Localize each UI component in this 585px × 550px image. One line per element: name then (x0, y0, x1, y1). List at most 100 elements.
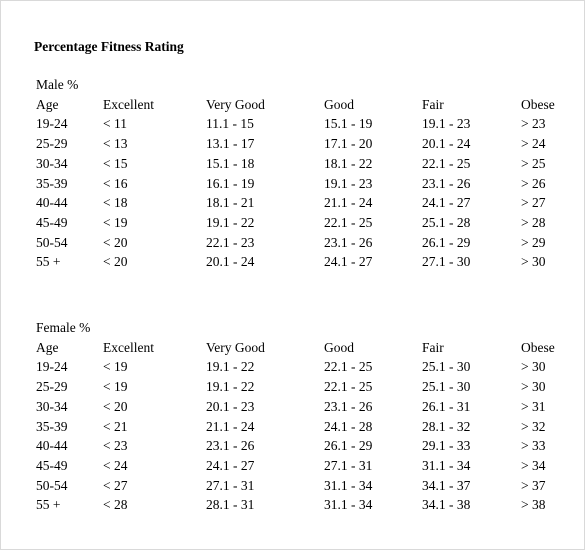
age-cell: 35-39 (36, 418, 68, 434)
table-row: 50-54 < 20 22.1 - 23 23.1 - 26 26.1 - 29 > 29 (1, 234, 585, 254)
rating-cell: 31.1 - 34 (324, 477, 373, 493)
table-row: 40-44 < 18 18.1 - 21 21.1 - 24 24.1 - 27 > 27 (1, 194, 585, 214)
rating-cell: 23.1 - 26 (422, 175, 471, 191)
rating-cell: 21.1 - 24 (206, 418, 255, 434)
rating-cell: > 29 (521, 234, 546, 250)
rating-cell: < 23 (103, 438, 128, 454)
rating-cell: 19.1 - 22 (206, 359, 255, 375)
rating-cell: 18.1 - 21 (206, 195, 255, 211)
column-header: Fair (422, 339, 444, 355)
rating-cell: 27.1 - 31 (206, 477, 255, 493)
rating-cell: 20.1 - 24 (422, 136, 471, 152)
age-cell: 25-29 (36, 136, 68, 152)
rating-cell: 25.1 - 30 (422, 359, 471, 375)
rating-cell: 20.1 - 24 (206, 254, 255, 270)
rating-cell: > 27 (521, 195, 546, 211)
column-header: Age (36, 96, 59, 112)
rating-cell: 28.1 - 31 (206, 497, 255, 513)
male-header-row: Age Excellent Very Good Good Fair Obese (1, 96, 585, 116)
rating-cell: 21.1 - 24 (324, 195, 373, 211)
table-row: 25-29 < 19 19.1 - 22 22.1 - 25 25.1 - 30 > 30 (1, 378, 585, 398)
rating-cell: 29.1 - 33 (422, 438, 471, 454)
column-header: Excellent (103, 96, 154, 112)
rating-cell: < 20 (103, 398, 128, 414)
column-header: Fair (422, 96, 444, 112)
rating-cell: 25.1 - 30 (422, 379, 471, 395)
rating-cell: 15.1 - 18 (206, 155, 255, 171)
rating-cell: 24.1 - 27 (422, 195, 471, 211)
rating-cell: < 15 (103, 155, 128, 171)
rating-cell: < 24 (103, 457, 128, 473)
age-cell: 40-44 (36, 438, 68, 454)
rating-cell: 22.1 - 25 (324, 379, 373, 395)
rating-cell: > 32 (521, 418, 546, 434)
rating-cell: 11.1 - 15 (206, 116, 254, 132)
age-cell: 19-24 (36, 116, 68, 132)
rating-cell: 31.1 - 34 (324, 497, 373, 513)
female-section-label: Female % (36, 320, 91, 335)
rating-cell: 25.1 - 28 (422, 214, 471, 230)
rating-cell: > 38 (521, 497, 546, 513)
rating-cell: < 18 (103, 195, 128, 211)
rating-cell: < 27 (103, 477, 128, 493)
table-row: 30-34 < 15 15.1 - 18 18.1 - 22 22.1 - 25 > 25 (1, 155, 585, 175)
rating-cell: 34.1 - 37 (422, 477, 471, 493)
table-row: 55 + < 20 20.1 - 24 24.1 - 27 27.1 - 30 > 30 (1, 253, 585, 273)
column-header: Good (324, 96, 354, 112)
rating-cell: 19.1 - 23 (324, 175, 373, 191)
rating-cell: > 26 (521, 175, 546, 191)
age-cell: 50-54 (36, 234, 68, 250)
table-row: 30-34 < 20 20.1 - 23 23.1 - 26 26.1 - 31 > 31 (1, 398, 585, 418)
rating-cell: > 34 (521, 457, 546, 473)
rating-cell: < 21 (103, 418, 128, 434)
rating-cell: < 20 (103, 234, 128, 250)
column-header: Obese (521, 96, 555, 112)
rating-cell: 17.1 - 20 (324, 136, 373, 152)
rating-cell: 19.1 - 23 (422, 116, 471, 132)
table-row: 40-44 < 23 23.1 - 26 26.1 - 29 29.1 - 33 > 33 (1, 437, 585, 457)
rating-cell: < 28 (103, 497, 128, 513)
rating-cell: 16.1 - 19 (206, 175, 255, 191)
rating-cell: > 30 (521, 254, 546, 270)
rating-cell: 24.1 - 27 (206, 457, 255, 473)
rating-cell: > 33 (521, 438, 546, 454)
rating-cell: > 28 (521, 214, 546, 230)
rating-cell: 23.1 - 26 (206, 438, 255, 454)
table-row: 50-54 < 27 27.1 - 31 31.1 - 34 34.1 - 37 > 37 (1, 477, 585, 497)
rating-cell: > 30 (521, 359, 546, 375)
rating-cell: 22.1 - 25 (324, 214, 373, 230)
rating-cell: < 19 (103, 214, 128, 230)
rating-cell: 22.1 - 25 (324, 359, 373, 375)
rating-cell: 34.1 - 38 (422, 497, 471, 513)
column-header: Age (36, 339, 59, 355)
column-header: Very Good (206, 339, 265, 355)
rating-cell: 22.1 - 25 (422, 155, 471, 171)
rating-cell: > 31 (521, 398, 546, 414)
rating-cell: 26.1 - 31 (422, 398, 471, 414)
rating-cell: 19.1 - 22 (206, 214, 255, 230)
rating-cell: < 19 (103, 379, 128, 395)
column-header: Excellent (103, 339, 154, 355)
rating-cell: < 20 (103, 254, 128, 270)
column-header: Obese (521, 339, 555, 355)
rating-cell: 20.1 - 23 (206, 398, 255, 414)
rating-cell: < 11 (103, 116, 127, 132)
age-cell: 35-39 (36, 175, 68, 191)
rating-cell: 24.1 - 28 (324, 418, 373, 434)
column-header: Good (324, 339, 354, 355)
age-cell: 55 + (36, 254, 61, 270)
rating-cell: 23.1 - 26 (324, 234, 373, 250)
rating-cell: > 30 (521, 379, 546, 395)
table-row: 45-49 < 24 24.1 - 27 27.1 - 31 31.1 - 34 > 34 (1, 457, 585, 477)
rating-cell: > 37 (521, 477, 546, 493)
rating-cell: 26.1 - 29 (324, 438, 373, 454)
table-row: 25-29 < 13 13.1 - 17 17.1 - 20 20.1 - 24 > 24 (1, 135, 585, 155)
rating-cell: 18.1 - 22 (324, 155, 373, 171)
rating-cell: < 13 (103, 136, 128, 152)
table-row: 45-49 < 19 19.1 - 22 22.1 - 25 25.1 - 28 > 28 (1, 214, 585, 234)
rating-cell: 28.1 - 32 (422, 418, 471, 434)
age-cell: 25-29 (36, 379, 68, 395)
document-title: Percentage Fitness Rating (34, 39, 184, 54)
rating-cell: 31.1 - 34 (422, 457, 471, 473)
